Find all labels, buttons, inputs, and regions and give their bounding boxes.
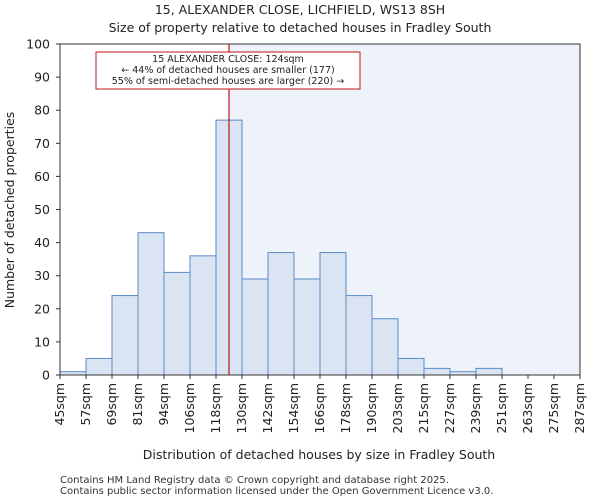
x-tick-label: 227sqm [442,383,457,433]
x-tick-label: 94sqm [156,383,171,426]
footer-line-1: Contains HM Land Registry data © Crown c… [60,475,449,486]
x-tick-label: 45sqm [52,383,67,426]
y-tick-label: 100 [26,37,50,52]
histogram-bar [293,278,321,376]
x-tick-label: 178sqm [338,383,353,433]
x-tick-label: 69sqm [104,383,119,426]
chart-title: 15, ALEXANDER CLOSE, LICHFIELD, WS13 8SH [155,2,445,17]
histogram-bar [319,252,347,376]
chart-subtitle: Size of property relative to detached ho… [109,20,492,35]
x-tick-label: 190sqm [364,383,379,433]
x-tick-label: 263sqm [520,383,535,433]
y-tick-label: 90 [34,70,50,85]
x-tick-label: 251sqm [494,383,509,433]
x-tick-label: 57sqm [78,383,93,426]
x-tick-label: 106sqm [182,383,197,433]
plot-area: 0 10 20 30 40 50 60 70 80 90 100 45sqm 57sqm 69sqm 81s… [26,37,587,434]
histogram-bar [345,295,373,376]
y-tick-label: 60 [34,169,50,184]
histogram-bar [111,295,139,376]
annotation-line-1: 15 ALEXANDER CLOSE: 124sqm [152,54,304,65]
x-tick-label: 118sqm [208,383,223,433]
y-tick-label: 70 [34,136,50,151]
footer-line-2: Contains public sector information licen… [60,486,493,497]
x-tick-label: 203sqm [390,383,405,433]
x-tick-label: 166sqm [312,383,327,433]
x-tick-label: 142sqm [260,383,275,433]
histogram-bar [241,278,269,376]
x-tick-label: 81sqm [130,383,145,426]
x-tick-label: 239sqm [468,383,483,433]
y-tick-label: 80 [34,103,50,118]
y-tick-label: 20 [34,301,50,316]
y-tick-label: 0 [42,368,50,383]
histogram-bar [189,255,217,376]
x-axis-label: Distribution of detached houses by size … [143,447,495,462]
x-tick-label: 130sqm [234,383,249,433]
histogram-bar [137,232,165,376]
histogram-bar [423,367,451,376]
x-tick-label: 215sqm [416,383,431,433]
y-tick-label: 40 [34,235,50,250]
x-tick-label: 154sqm [286,383,301,433]
histogram-bar [163,271,191,376]
annotation-box [95,51,361,90]
annotation-line-2: ← 44% of detached houses are smaller (17… [121,65,334,76]
histogram-bar [397,357,425,376]
y-tick-label: 50 [34,202,50,217]
y-tick-label: 30 [34,268,50,283]
histogram-bar [371,318,399,376]
x-tick-label: 275sqm [546,383,561,433]
histogram-bar [85,357,113,376]
x-tick-label: 287sqm [572,383,587,433]
y-axis-label: Number of detached properties [2,112,17,309]
annotation-line-3: 55% of semi-detached houses are larger (… [112,76,345,87]
y-tick-label: 10 [34,334,50,349]
histogram-bar [475,367,503,376]
histogram-bar [267,252,295,376]
